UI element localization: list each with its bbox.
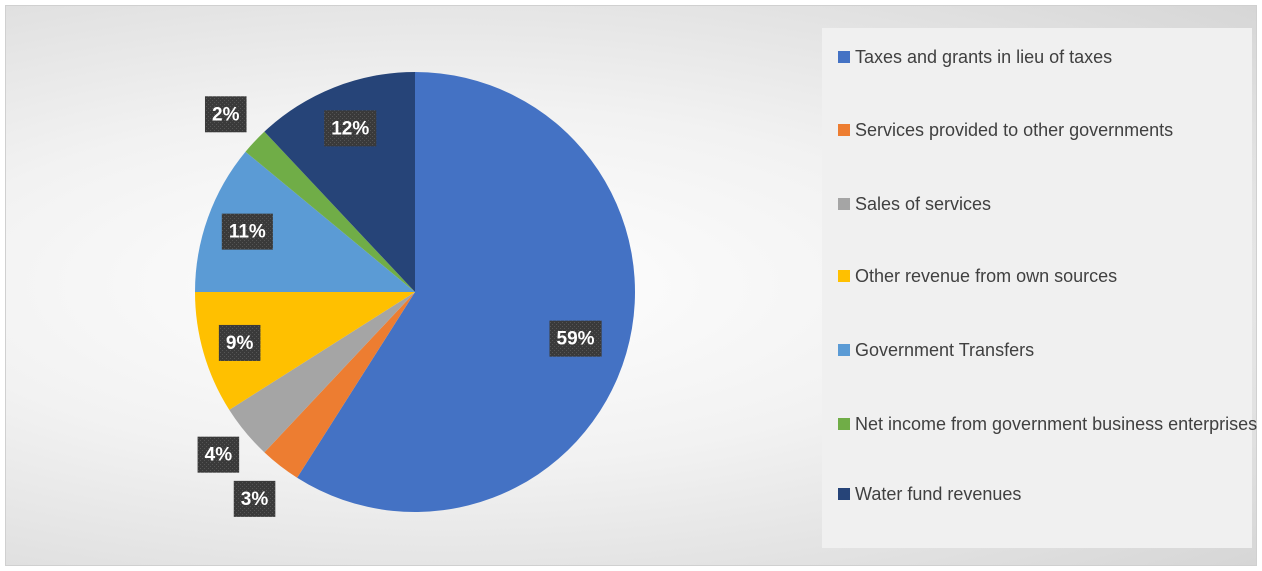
data-label-text: 2% — [212, 104, 240, 125]
data-label-box — [221, 213, 273, 250]
legend-label: Services provided to other governments — [855, 120, 1174, 140]
data-label-text: 11% — [229, 222, 266, 243]
data-label: 3% — [233, 480, 276, 517]
legend-swatch — [838, 488, 850, 500]
data-label: 59% — [549, 320, 602, 357]
data-label-box — [233, 480, 276, 517]
legend-item: Net income from government business ente… — [838, 410, 1260, 438]
data-label-text: 4% — [205, 445, 233, 466]
legend-label: Other revenue from own sources — [855, 266, 1118, 286]
legend-label: Taxes and grants in lieu of taxes — [855, 47, 1113, 67]
legend-item: Taxes and grants in lieu of taxes — [838, 43, 1260, 71]
data-label: 2% — [204, 96, 247, 133]
legend-item: Other revenue from own sources — [838, 262, 1260, 290]
data-label-box — [324, 110, 377, 147]
legend-swatch — [838, 270, 850, 282]
data-label: 9% — [218, 324, 261, 361]
pie-slice — [195, 292, 415, 410]
data-label-text: 12% — [331, 118, 369, 139]
legend-label: Water fund revenues — [855, 484, 1022, 504]
legend-label: Government Transfers — [855, 340, 1035, 360]
data-label-box — [197, 436, 240, 473]
data-label: 11% — [221, 213, 273, 250]
legend-item: Sales of services — [838, 190, 1260, 218]
data-label-box — [549, 320, 602, 357]
legend-swatch — [838, 124, 850, 136]
pie-slice — [297, 72, 635, 512]
pie-slice — [264, 292, 415, 478]
legend-item: Services provided to other governments — [838, 116, 1260, 144]
data-label-box — [218, 324, 261, 361]
data-label-text: 59% — [557, 329, 595, 350]
legend-label: Sales of services — [855, 194, 992, 214]
legend-item: Water fund revenues — [838, 480, 1260, 508]
data-label-text: 9% — [226, 333, 254, 354]
pie-slice — [245, 131, 415, 292]
data-label-box — [204, 96, 247, 133]
pie-slice — [264, 72, 415, 292]
legend-item: Government Transfers — [838, 336, 1260, 364]
legend: Taxes and grants in lieu of taxes Service… — [822, 28, 1257, 548]
legend-swatch — [838, 51, 850, 63]
data-label: 4% — [197, 436, 240, 473]
legend-swatch — [838, 418, 850, 430]
legend-label: Net income from government business ente… — [855, 414, 1258, 434]
legend-swatch — [838, 344, 850, 356]
pie-slice — [195, 151, 415, 292]
data-label: 12% — [324, 110, 377, 147]
legend-swatch — [838, 198, 850, 210]
data-label-text: 3% — [241, 489, 269, 510]
pie-slice — [229, 292, 415, 453]
